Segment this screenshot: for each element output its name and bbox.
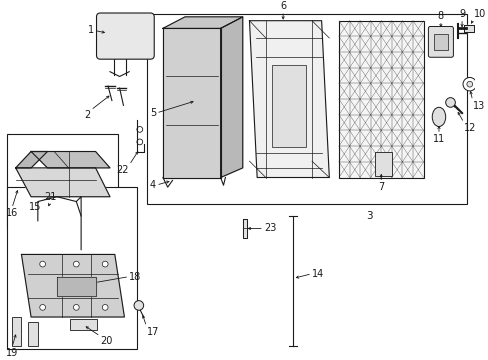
Circle shape [445, 98, 454, 107]
Polygon shape [220, 17, 242, 177]
Text: 6: 6 [280, 1, 285, 11]
Circle shape [137, 139, 142, 145]
Bar [338, 21, 423, 177]
FancyBboxPatch shape [427, 27, 452, 57]
Text: 4: 4 [150, 180, 156, 190]
Text: 14: 14 [311, 269, 324, 279]
Circle shape [102, 261, 108, 267]
Text: 22: 22 [117, 165, 129, 175]
Text: 12: 12 [463, 123, 475, 133]
Circle shape [137, 126, 142, 132]
Text: 20: 20 [100, 336, 113, 346]
Text: 11: 11 [432, 134, 444, 144]
Polygon shape [463, 24, 473, 32]
Ellipse shape [431, 107, 445, 126]
Text: 9: 9 [458, 9, 464, 19]
Bar [374, 152, 391, 176]
Text: 17: 17 [146, 327, 159, 337]
Polygon shape [16, 152, 47, 168]
Polygon shape [31, 152, 110, 168]
Polygon shape [21, 255, 124, 317]
Bar [271, 65, 305, 147]
Polygon shape [57, 276, 95, 296]
Text: 2: 2 [84, 110, 91, 120]
Circle shape [73, 261, 79, 267]
Text: 3: 3 [366, 211, 372, 221]
Text: 8: 8 [437, 11, 443, 21]
Bar [12, 317, 21, 346]
Circle shape [102, 305, 108, 310]
Circle shape [462, 77, 475, 91]
Bar [7, 134, 118, 229]
Text: 19: 19 [6, 348, 18, 358]
Circle shape [73, 305, 79, 310]
Text: 16: 16 [6, 208, 18, 218]
Circle shape [466, 81, 472, 87]
Text: 7: 7 [377, 182, 384, 192]
Text: 10: 10 [473, 9, 485, 19]
Text: 1: 1 [87, 25, 93, 35]
Text: 23: 23 [264, 224, 276, 234]
Bar [69, 319, 96, 330]
Text: 18: 18 [129, 271, 141, 282]
Bar [28, 322, 38, 346]
FancyBboxPatch shape [96, 13, 154, 59]
Circle shape [134, 301, 143, 310]
Text: 21: 21 [44, 192, 57, 202]
Bar [433, 34, 447, 50]
Polygon shape [163, 28, 220, 177]
Polygon shape [16, 168, 110, 197]
Polygon shape [163, 17, 242, 28]
Polygon shape [242, 219, 246, 238]
Text: 13: 13 [472, 100, 484, 111]
Circle shape [40, 261, 45, 267]
Text: 15: 15 [29, 202, 41, 212]
Circle shape [40, 305, 45, 310]
Bar [146, 14, 466, 204]
Bar [7, 187, 137, 349]
Text: 5: 5 [150, 108, 156, 118]
Polygon shape [249, 21, 328, 177]
